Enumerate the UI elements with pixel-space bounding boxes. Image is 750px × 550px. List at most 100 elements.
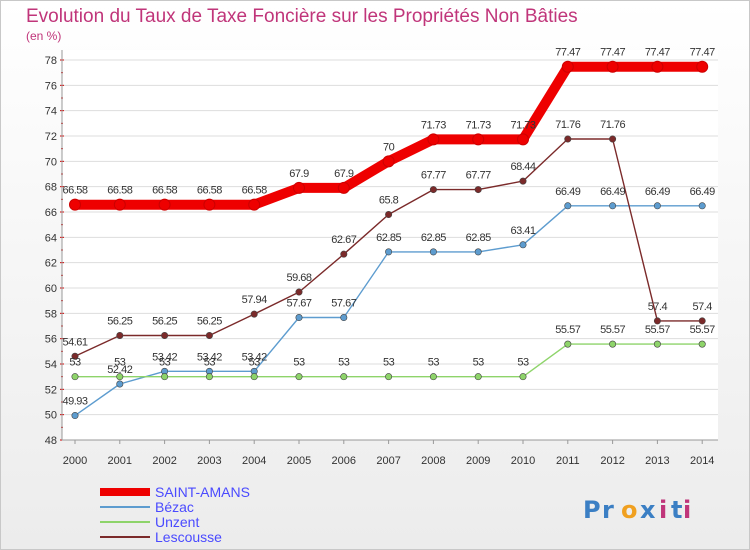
data-label: 53 — [428, 357, 440, 369]
legend-label-lescousse: Lescousse — [155, 529, 222, 545]
data-point-saint-amans — [337, 181, 350, 194]
data-point-bézac — [429, 248, 437, 256]
data-point-bézac — [698, 202, 706, 210]
data-label: 56.25 — [152, 316, 177, 328]
logo-letter: i — [683, 496, 691, 524]
x-tick-label: 2004 — [242, 455, 266, 467]
data-label: 71.73 — [510, 119, 535, 131]
data-point-unzent — [519, 373, 527, 381]
data-point-bézac — [71, 412, 79, 420]
data-label: 52.42 — [107, 364, 132, 376]
data-label: 66.58 — [152, 185, 177, 197]
data-point-unzent — [429, 373, 437, 381]
data-point-unzent — [474, 373, 482, 381]
data-label: 71.76 — [555, 119, 580, 131]
data-label: 56.25 — [197, 316, 222, 328]
data-point-bézac — [295, 314, 303, 322]
data-point-bézac — [519, 241, 527, 249]
y-tick-label: 76 — [45, 80, 57, 92]
y-axis-unit: (en %) — [26, 29, 61, 43]
data-point-saint-amans — [69, 198, 81, 211]
logo-letter: o — [621, 496, 638, 524]
data-point-unzent — [385, 373, 393, 381]
data-label: 55.57 — [645, 324, 670, 336]
legend-label-unzent: Unzent — [155, 514, 199, 530]
data-point-unzent — [653, 340, 661, 348]
data-point-lescousse — [161, 331, 169, 339]
data-point-lescousse — [564, 135, 572, 143]
data-label: 71.76 — [600, 119, 625, 131]
data-label: 70 — [383, 141, 395, 153]
data-point-saint-amans — [293, 181, 305, 194]
data-label: 54.61 — [62, 336, 87, 348]
data-point-saint-amans — [427, 133, 440, 146]
logo-letter: P — [583, 496, 601, 524]
data-label: 62.67 — [331, 234, 356, 246]
data-label: 53.42 — [152, 351, 177, 363]
data-label: 53 — [69, 357, 81, 369]
data-point-unzent — [250, 373, 258, 381]
data-label: 59.68 — [286, 272, 311, 284]
data-label: 55.57 — [600, 324, 625, 336]
logo-letter: i — [659, 496, 667, 524]
data-label: 77.47 — [690, 47, 715, 59]
y-tick-label: 62 — [45, 258, 57, 270]
data-point-bézac — [340, 314, 348, 322]
data-point-saint-amans — [382, 155, 395, 168]
data-label: 53 — [338, 357, 350, 369]
x-tick-label: 2008 — [421, 455, 445, 467]
data-label: 77.47 — [645, 47, 670, 59]
logo-letter: t — [671, 496, 682, 524]
y-tick-label: 70 — [45, 156, 57, 168]
data-label: 53.42 — [242, 351, 267, 363]
data-point-lescousse — [519, 177, 527, 185]
data-label: 53 — [114, 357, 126, 369]
logo-letter: x — [640, 496, 656, 524]
data-point-unzent — [116, 373, 124, 381]
data-point-saint-amans — [606, 60, 619, 73]
data-label: 66.49 — [600, 186, 625, 198]
data-point-unzent — [161, 373, 169, 381]
data-label: 53 — [249, 357, 261, 369]
data-label: 56.25 — [107, 316, 132, 328]
data-label: 53 — [517, 357, 529, 369]
x-tick-label: 2013 — [645, 455, 669, 467]
x-tick-label: 2003 — [197, 455, 221, 467]
y-tick-label: 50 — [45, 410, 57, 422]
data-label: 55.57 — [690, 324, 715, 336]
data-label: 57.4 — [648, 301, 668, 313]
y-tick-label: 68 — [45, 182, 57, 194]
data-point-bézac — [116, 380, 124, 388]
y-tick-label: 54 — [45, 359, 57, 371]
y-tick-label: 60 — [45, 283, 57, 295]
data-point-unzent — [295, 373, 303, 381]
data-label: 65.8 — [379, 195, 399, 207]
data-label: 66.58 — [62, 185, 87, 197]
data-point-saint-amans — [517, 133, 529, 146]
data-label: 53 — [159, 357, 171, 369]
y-tick-label: 66 — [45, 207, 57, 219]
data-label: 53 — [293, 357, 305, 369]
x-tick-label: 2009 — [466, 455, 490, 467]
x-tick-label: 2014 — [690, 455, 714, 467]
data-label: 77.47 — [555, 47, 580, 59]
data-label: 77.47 — [600, 47, 625, 59]
data-label: 57.67 — [331, 298, 356, 310]
y-tick-label: 64 — [45, 232, 57, 244]
y-tick-label: 58 — [45, 308, 57, 320]
y-tick-label: 72 — [45, 131, 57, 143]
data-point-lescousse — [698, 317, 706, 325]
data-point-lescousse — [385, 211, 393, 219]
data-point-saint-amans — [696, 60, 709, 73]
y-tick-label: 48 — [45, 435, 57, 447]
data-point-bézac — [653, 202, 661, 210]
data-point-lescousse — [609, 135, 617, 143]
data-point-unzent — [71, 373, 79, 381]
data-point-saint-amans — [248, 198, 261, 211]
data-point-unzent — [205, 373, 213, 381]
chart-title: Evolution du Taux de Taxe Foncière sur l… — [26, 6, 578, 27]
data-label: 57.4 — [692, 301, 712, 313]
data-label: 62.85 — [421, 232, 446, 244]
